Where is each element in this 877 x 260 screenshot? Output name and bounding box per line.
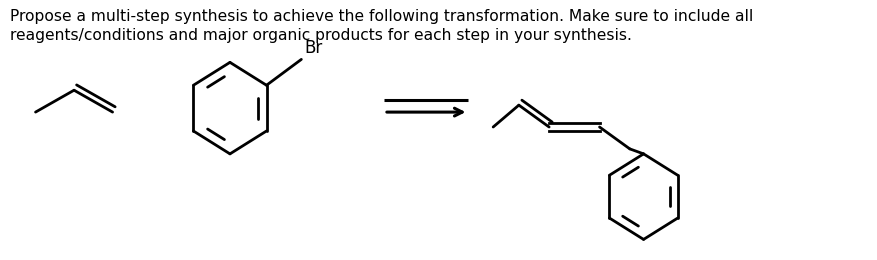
Text: Propose a multi-step synthesis to achieve the following transformation. Make sur: Propose a multi-step synthesis to achiev… bbox=[10, 9, 753, 24]
Text: Br: Br bbox=[304, 39, 323, 57]
Text: reagents/conditions and major organic products for each step in your synthesis.: reagents/conditions and major organic pr… bbox=[10, 28, 631, 43]
